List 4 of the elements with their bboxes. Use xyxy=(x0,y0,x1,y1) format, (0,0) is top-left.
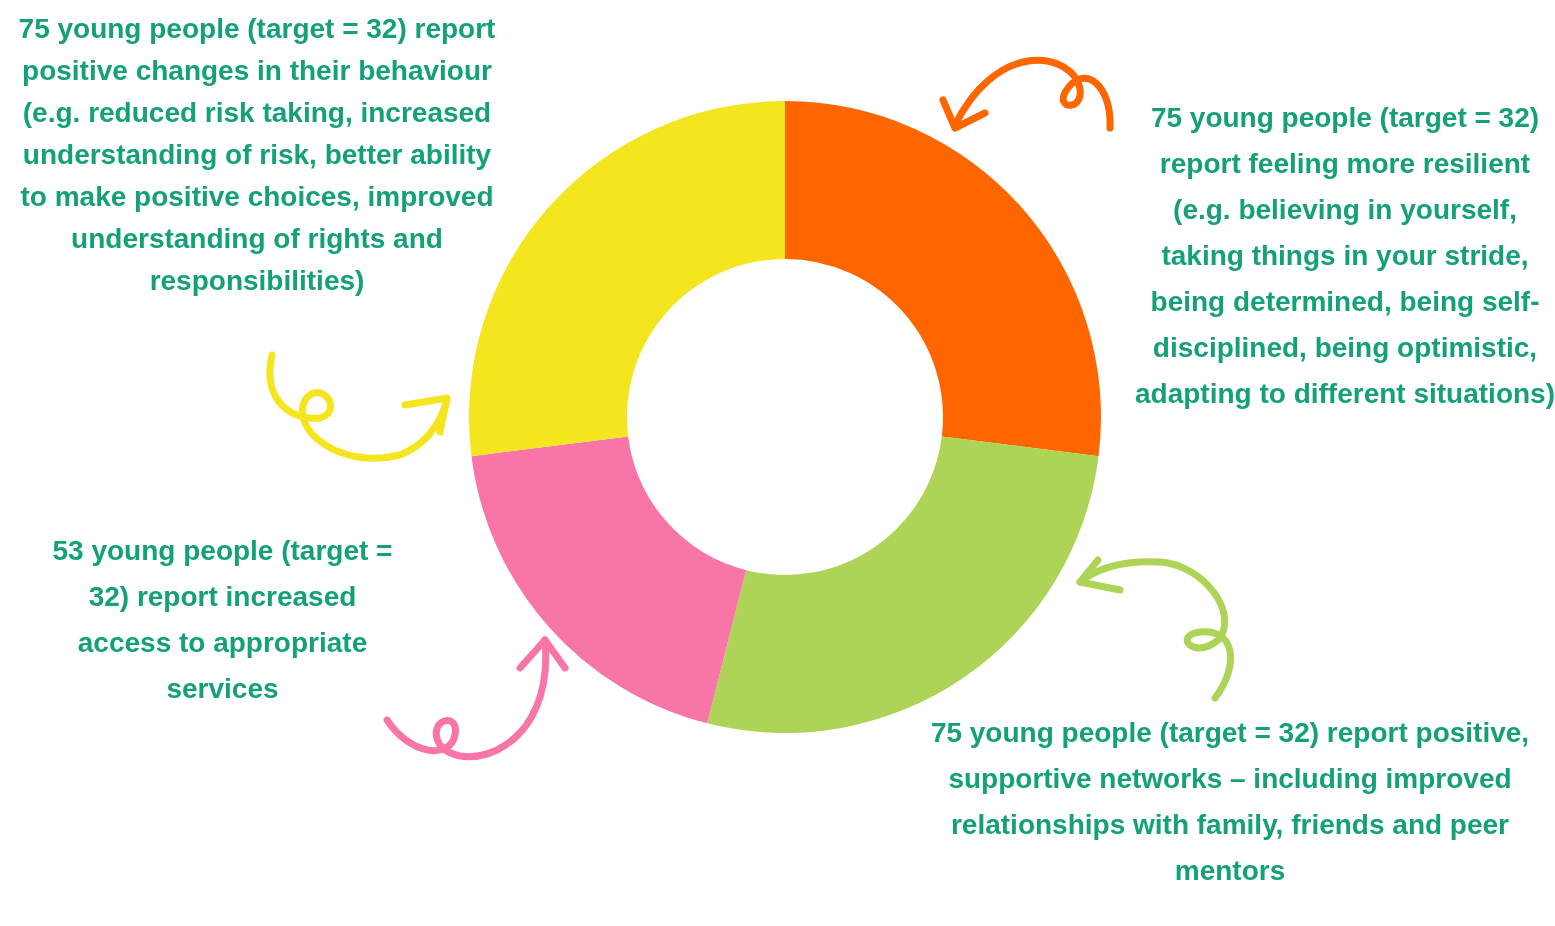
slice-label: 75 young people (target = 32) report positive, supportive networks – including improved relationships with family, friends and peer mentors xyxy=(930,716,1530,888)
slice-label: 75 young people (target = 32) report positive changes in their behaviour (e.g. reduced risk taking, increased understanding of risk, better ability to make positive choices, improved understanding of rights and responsibilities) xyxy=(17,12,497,298)
slice-label: 53 young people (target = 32) report increased access to appropriate services xyxy=(51,534,394,706)
slice-label: 75 young people (target = 32) report feeling more resilient (e.g. believing in yourself, taking things in your stride, being determined, being self-disciplined, being optimistic, adapting to different situations) xyxy=(1134,101,1555,411)
